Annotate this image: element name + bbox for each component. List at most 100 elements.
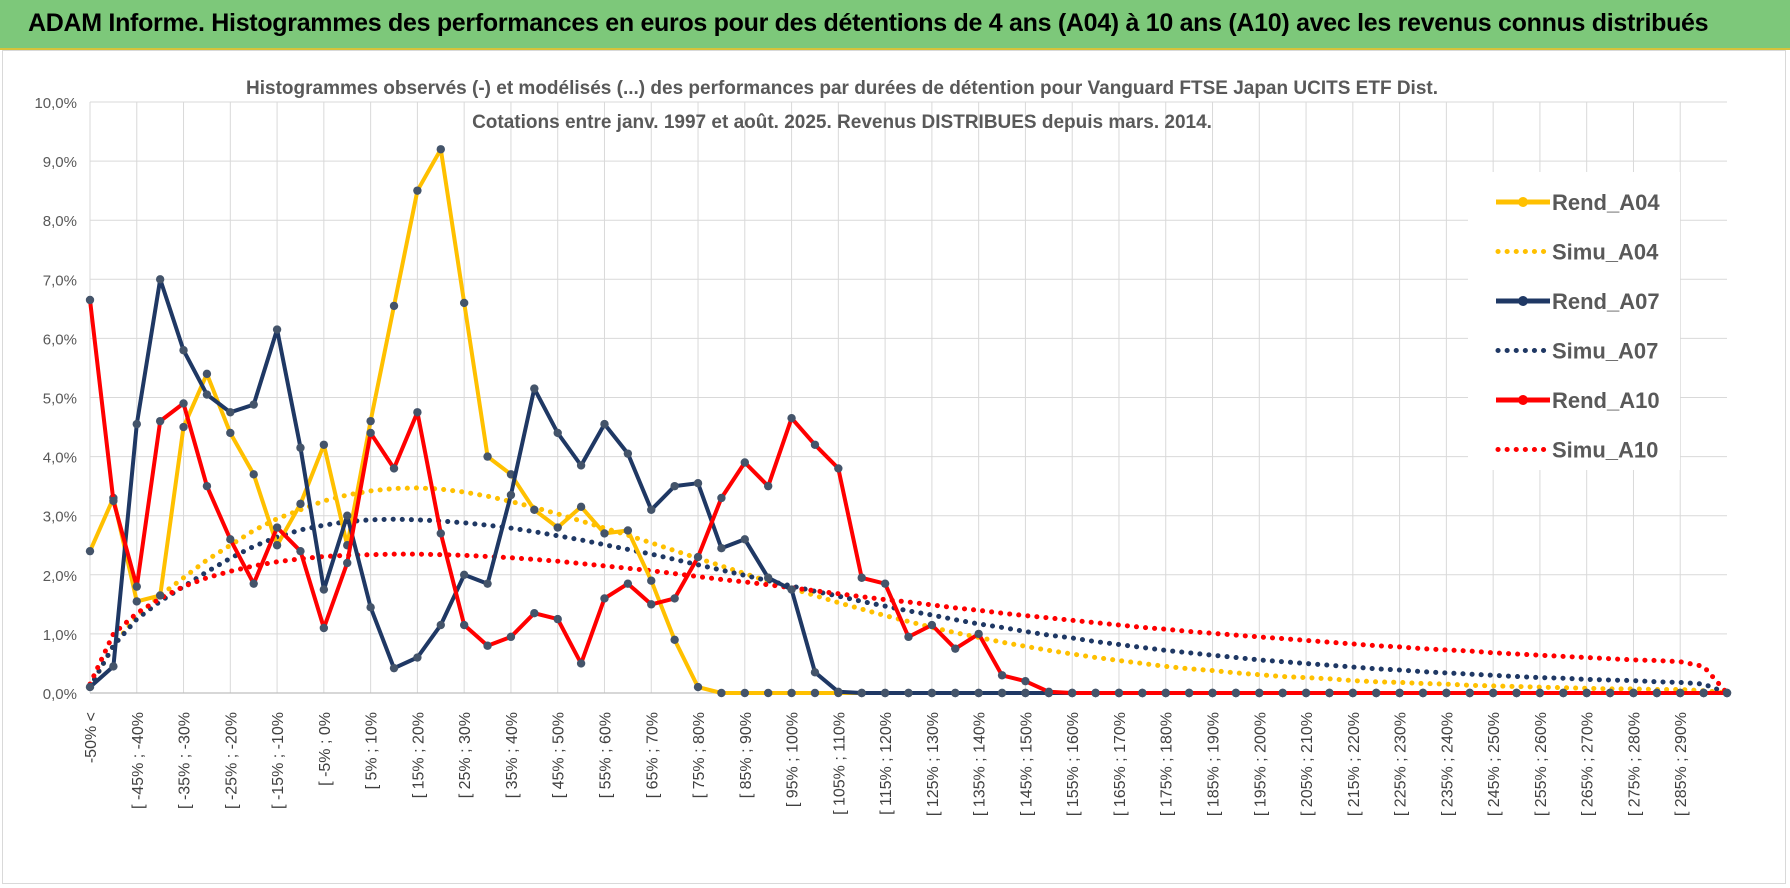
data-point <box>109 496 118 506</box>
x-tick-label: [ 115% ; 120% <box>878 712 895 815</box>
data-point <box>366 416 375 426</box>
data-point <box>623 579 633 588</box>
data-point <box>623 449 633 458</box>
x-tick-label: [ 235% ; 240% <box>1439 712 1456 816</box>
data-point <box>974 688 983 698</box>
data-point <box>997 688 1007 698</box>
data-point <box>1652 688 1662 698</box>
data-point <box>296 443 305 452</box>
data-point <box>740 458 749 467</box>
data-point <box>319 623 329 633</box>
legend-label: Simu_A10 <box>1552 438 1658 463</box>
x-tick-label: [ 95% ; 100% <box>785 712 802 807</box>
legend: Rend_A04 Simu_A04 Rend_A07 Simu_A07 Rend_A10… <box>1495 190 1660 463</box>
data-point <box>343 511 352 520</box>
data-point <box>1488 688 1498 698</box>
data-point <box>530 609 539 618</box>
x-tick-label: [ -25% ; -20% <box>223 712 240 809</box>
data-point <box>155 275 165 284</box>
data-point <box>202 481 212 491</box>
x-tick-label: [ 145% ; 150% <box>1018 712 1035 816</box>
data-point <box>857 688 866 698</box>
data-point <box>506 632 516 642</box>
data-point <box>249 470 258 479</box>
legend-marker <box>1518 395 1528 405</box>
data-point <box>1278 688 1287 698</box>
data-point <box>623 526 633 535</box>
x-tick-label: [ 265% ; 270% <box>1580 712 1597 816</box>
data-point <box>576 502 586 512</box>
series-line-simu-a07 <box>87 516 1730 696</box>
data-point <box>693 478 703 488</box>
data-point <box>1161 688 1170 698</box>
data-point <box>880 579 890 588</box>
data-point <box>132 582 141 591</box>
data-point <box>810 440 820 449</box>
y-tick-label: 5,0% <box>43 391 77 408</box>
data-point <box>179 422 188 432</box>
data-point <box>109 662 118 671</box>
x-tick-label: [ 85% ; 90% <box>738 712 755 798</box>
data-point <box>389 464 399 473</box>
data-point <box>787 585 796 594</box>
data-point <box>436 620 445 630</box>
data-point <box>1418 688 1428 698</box>
x-tick-label: [ -5% ; 0% <box>317 712 334 786</box>
data-point <box>740 688 749 698</box>
data-point <box>459 570 469 579</box>
data-point <box>1722 688 1732 698</box>
data-point <box>530 505 539 514</box>
legend-label: Rend_A04 <box>1552 190 1660 215</box>
y-tick-label: 4,0% <box>43 450 77 467</box>
data-point <box>179 399 188 408</box>
x-tick-label: [ 195% ; 200% <box>1252 712 1269 816</box>
data-point <box>272 523 282 532</box>
data-point <box>787 688 796 698</box>
x-tick-label: [ 65% ; 70% <box>644 712 661 798</box>
data-point <box>1372 688 1381 698</box>
x-tick-label: -50% < <box>83 712 100 763</box>
data-point <box>1184 688 1194 698</box>
data-point <box>226 535 235 544</box>
data-point <box>1348 688 1358 698</box>
data-point <box>763 481 773 491</box>
data-point <box>436 145 445 154</box>
legend-label: Rend_A10 <box>1552 388 1660 413</box>
y-tick-label: 1,0% <box>43 627 77 644</box>
x-tick-label: [ 35% ; 40% <box>504 712 521 798</box>
data-point <box>483 452 492 461</box>
data-point <box>179 346 188 355</box>
data-point <box>1208 688 1217 698</box>
data-point <box>226 428 235 438</box>
data-point <box>647 576 656 585</box>
data-point <box>132 597 141 606</box>
data-point <box>366 603 375 612</box>
data-point <box>1512 688 1521 698</box>
data-point <box>1114 688 1124 698</box>
data-point <box>155 591 165 600</box>
data-point <box>85 295 95 305</box>
data-point <box>483 579 492 588</box>
data-point <box>951 644 960 653</box>
data-point <box>319 585 329 594</box>
data-point <box>459 620 469 630</box>
x-tick-label: [ 55% ; 60% <box>597 712 614 798</box>
series-group <box>85 145 1732 698</box>
data-point <box>1138 688 1147 698</box>
data-point <box>1301 688 1311 698</box>
data-point <box>576 659 586 668</box>
data-point <box>1325 688 1334 698</box>
data-point <box>880 688 890 698</box>
data-point <box>951 688 960 698</box>
data-point <box>1395 688 1404 698</box>
data-point <box>553 523 562 532</box>
data-point <box>717 544 726 553</box>
series-line-simu-a04 <box>87 485 1730 696</box>
x-tick-label: [ 225% ; 230% <box>1393 712 1410 816</box>
legend-marker <box>1518 296 1528 306</box>
data-point <box>389 663 399 673</box>
data-point <box>740 535 749 544</box>
legend-label: Simu_A07 <box>1552 339 1658 364</box>
data-point <box>717 493 726 503</box>
data-point <box>1582 688 1591 698</box>
